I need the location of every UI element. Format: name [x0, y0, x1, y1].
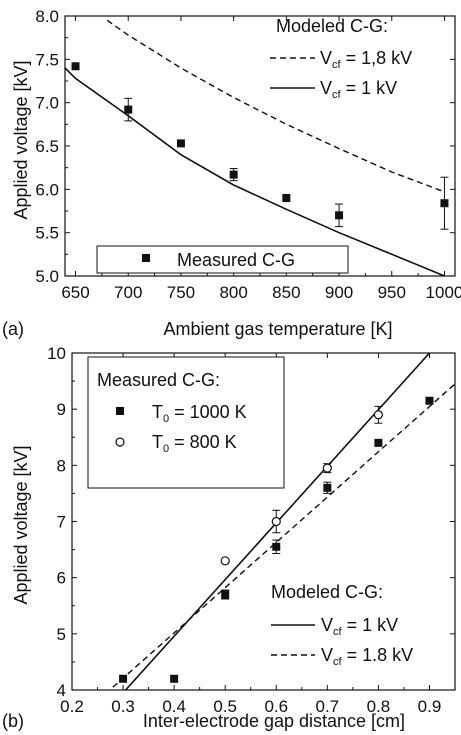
- a-ytick-label: 5.0: [35, 267, 59, 286]
- b-xtick-label: 0.8: [367, 697, 391, 716]
- a-ytick-label: 6.5: [35, 137, 59, 156]
- a-xtick-label: 800: [219, 283, 247, 302]
- b-xtick-label: 0.2: [60, 697, 84, 716]
- b-xtick-label: 0.4: [162, 697, 186, 716]
- a-point-square: [176, 139, 185, 148]
- panel-a-plot: 650 700 750 800 850 900 950 1000 5.0 5.5 6.0 6.5 7.0…: [35, 7, 461, 302]
- a-xtick-label: 1000: [426, 283, 461, 302]
- b-ytick-label: 8: [57, 456, 66, 475]
- a-xtick-label: 950: [378, 283, 406, 302]
- a-point-square: [71, 62, 80, 71]
- b-xtick-label: 0.6: [264, 697, 288, 716]
- a-ytick-label: 6.0: [35, 180, 59, 199]
- panel-a-tag: (a): [2, 319, 24, 339]
- panel-b-model-legend: Modeled C-G: Vcf = 1 kV Vcf = 1.8 kV: [271, 582, 413, 668]
- a-point-square: [282, 194, 291, 202]
- b-ytick-label: 4: [57, 681, 66, 700]
- b-point-square: [170, 674, 179, 683]
- panel-a-legend-solid-text: Vcf = 1 kV: [320, 78, 397, 101]
- b-ytick-label: 7: [57, 513, 66, 532]
- panel-b-xlabel: Inter-electrode gap distance [cm]: [143, 711, 405, 731]
- a-xtick-label: 850: [272, 283, 300, 302]
- panel-a-xlabel: Ambient gas temperature [K]: [163, 319, 392, 339]
- panel-b-model-dashed-text: Vcf = 1.8 kV: [321, 645, 413, 668]
- a-point-square: [229, 170, 238, 179]
- b-ytick-label: 9: [57, 400, 66, 419]
- a-point-square: [440, 199, 449, 208]
- panel-b-model-solid-text: Vcf = 1 kV: [321, 615, 398, 638]
- panel-b-legend-box: [87, 356, 285, 489]
- panel-b-plot: 0.2 0.3 0.4 0.5 0.6 0.7 0.8 0.9 4 5 6 7 8 9 10: [47, 344, 456, 716]
- panel-b-ylabel: Applied voltage [kV]: [11, 445, 31, 604]
- a-ytick-label: 7.0: [35, 94, 59, 113]
- panel-b-legend: Measured C-G: T0 = 1000 K T0 = 800 K: [87, 356, 285, 489]
- panel-a-measured-legend-box: [96, 245, 349, 274]
- b-point-square: [119, 674, 128, 683]
- panel-b-tag: (b): [2, 711, 24, 731]
- b-point-circle: [322, 463, 332, 473]
- b-xtick-label: 0.7: [316, 697, 340, 716]
- b-point-circle: [271, 516, 281, 527]
- b-xtick-label: 0.5: [213, 697, 237, 716]
- a-xtick-label: 750: [167, 283, 195, 302]
- a-point-square: [335, 211, 344, 220]
- a-ytick-label: 8.0: [35, 7, 59, 26]
- panel-b-legend-title: Measured C-G:: [97, 370, 220, 390]
- b-xtick-label: 0.9: [418, 697, 442, 716]
- b-point-square: [221, 590, 230, 599]
- a-point-square: [124, 105, 133, 114]
- b-point-square: [425, 396, 434, 405]
- panel-a: (a) Ambient gas temperature [K] Applied …: [2, 7, 461, 339]
- a-ytick-label: 7.5: [35, 50, 59, 69]
- panel-b-legend-circle-text: T0 = 800 K: [152, 432, 237, 455]
- b-point-circle: [373, 410, 383, 420]
- b-ytick-label: 10: [47, 344, 66, 363]
- panel-b-legend-circle-marker: [115, 437, 125, 447]
- a-xtick-label: 900: [325, 283, 353, 302]
- b-point-circle: [220, 556, 230, 566]
- a-xtick-label: 650: [61, 283, 89, 302]
- b-point-square: [323, 483, 332, 492]
- panel-a-legend-dashed-text: Vcf = 1,8 kV: [320, 48, 412, 71]
- panel-b-legend-square-marker: [116, 407, 124, 415]
- panel-a-measured-legend: Measured C-G: [96, 245, 349, 274]
- panel-a-ylabel: Applied voltage [kV]: [11, 60, 31, 219]
- a-curve-solid: [65, 67, 445, 276]
- panel-a-measured-legend-text: Measured C-G: [177, 250, 295, 270]
- b-point-square: [374, 438, 383, 447]
- panel-b-model-title: Modeled C-G:: [271, 582, 383, 602]
- b-curve-dashed: [112, 383, 455, 688]
- panel-a-legend-title: Modeled C-G:: [276, 16, 388, 36]
- a-xtick-label: 700: [114, 283, 142, 302]
- b-ytick-label: 6: [57, 569, 66, 588]
- b-point-square: [272, 542, 281, 551]
- panel-b-legend-square-text: T0 = 1000 K: [152, 402, 247, 425]
- panel-b: (b) Inter-electrode gap distance [cm] Ap…: [2, 344, 456, 731]
- panel-a-legend: Modeled C-G: Vcf = 1,8 kV Vcf = 1 kV: [270, 16, 412, 101]
- panel-a-measured-legend-marker: [142, 254, 150, 262]
- b-xtick-label: 0.3: [111, 697, 135, 716]
- a-curve-dashed: [106, 19, 445, 193]
- a-ytick-label: 5.5: [35, 224, 59, 243]
- b-ytick-label: 5: [57, 625, 66, 644]
